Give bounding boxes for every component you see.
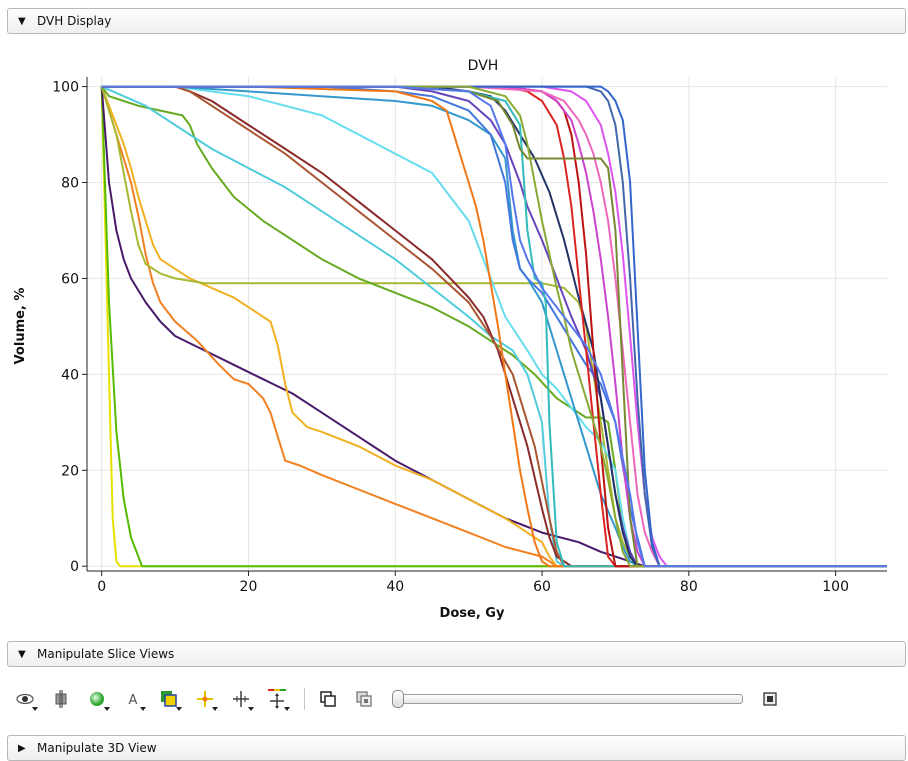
chart-title: DVH (468, 58, 499, 74)
dvh-series-line-8 (101, 85, 887, 568)
dvh-display-header[interactable]: ▼ DVH Display (7, 8, 906, 34)
dvh-series-line-16 (101, 85, 887, 568)
dvh-series-line-20 (101, 85, 887, 568)
dvh-series-line-17 (101, 85, 887, 568)
chart-series (100, 85, 887, 568)
dvh-series-line-11 (101, 85, 887, 568)
dvh-series-line-7 (101, 85, 887, 568)
dvh-chart: 0 20 40 60 80 100 0 20 40 60 80 100 DVH Dose, Gy Vo… (13, 58, 887, 621)
dvh-series-line-3 (100, 86, 887, 568)
dvh-series-line-14 (101, 85, 887, 568)
y-tick-label-5: 100 (52, 80, 79, 96)
expand-arrow-icon: ▼ (18, 648, 26, 660)
dvh-series-line-24 (101, 85, 887, 568)
dvh-series-line-19 (101, 85, 887, 568)
eye-icon[interactable] (12, 687, 38, 711)
x-tick-label-2: 40 (386, 579, 404, 595)
slice-slider[interactable] (392, 690, 743, 708)
link-views-icon[interactable] (315, 687, 341, 711)
x-tick-label-4: 80 (680, 579, 698, 595)
y-tick-label-3: 60 (61, 271, 79, 287)
hot-link-icon[interactable] (351, 687, 377, 711)
layers-icon[interactable] (156, 687, 182, 711)
x-tick-label-1: 20 (240, 579, 258, 595)
x-tick-label-3: 60 (533, 579, 551, 595)
fiducial-icon[interactable] (48, 687, 74, 711)
dvh-series-line-18 (101, 85, 887, 568)
slider-handle[interactable] (392, 690, 404, 708)
dvh-series-line-10 (101, 85, 887, 568)
x-axis-label: Dose, Gy (440, 606, 505, 621)
dvh-display-label: DVH Display (37, 14, 112, 28)
dvh-series-line-23 (101, 85, 887, 568)
manipulate-slice-views-header[interactable]: ▼ Manipulate Slice Views (7, 641, 906, 667)
dvh-series-line-6 (100, 85, 887, 568)
dvh-series-line-5 (100, 86, 887, 568)
y-tick-label-1: 20 (61, 463, 79, 479)
y-tick-label-2: 40 (61, 367, 79, 383)
move-crosshair-icon[interactable] (228, 687, 254, 711)
manipulate-slice-views-label: Manipulate Slice Views (37, 647, 175, 661)
x-tick-label-0: 0 (97, 579, 106, 595)
manipulate-3d-view-label: Manipulate 3D View (37, 741, 157, 755)
crosshair-icon[interactable] (192, 687, 218, 711)
x-tick-label-5: 100 (822, 579, 849, 595)
annotation-icon[interactable]: A (120, 687, 146, 711)
dvh-series-line-9 (101, 85, 887, 568)
dvh-series-line-2 (100, 86, 887, 568)
pan-icon[interactable] (264, 687, 290, 711)
dvh-series-line-15 (101, 85, 887, 568)
expand-arrow-icon: ▼ (18, 15, 26, 27)
fit-icon[interactable] (757, 687, 783, 711)
chart-axes: 0 20 40 60 80 100 0 20 40 60 80 100 (52, 77, 887, 595)
dvh-series-line-0 (100, 86, 887, 568)
dvh-series-line-12 (101, 85, 887, 568)
y-tick-label-0: 0 (70, 559, 79, 575)
manipulate-3d-view-header[interactable]: ▶ Manipulate 3D View (7, 735, 906, 761)
dvh-series-line-13 (101, 85, 887, 568)
dvh-series-line-1 (100, 86, 887, 568)
y-axis-label: Volume, % (13, 288, 28, 365)
sphere-icon[interactable] (84, 687, 110, 711)
slice-views-toolbar: A (12, 682, 902, 716)
dvh-series-line-21 (101, 85, 887, 568)
dvh-series-line-25 (101, 85, 887, 568)
dvh-series-line-22 (101, 85, 887, 568)
collapse-arrow-icon: ▶ (18, 742, 26, 754)
dvh-series-line-4 (100, 86, 887, 568)
dvh-series-line-26 (101, 85, 887, 568)
y-tick-label-4: 80 (61, 176, 79, 192)
toolbar-separator (304, 688, 305, 710)
svg-text:A: A (129, 693, 138, 708)
